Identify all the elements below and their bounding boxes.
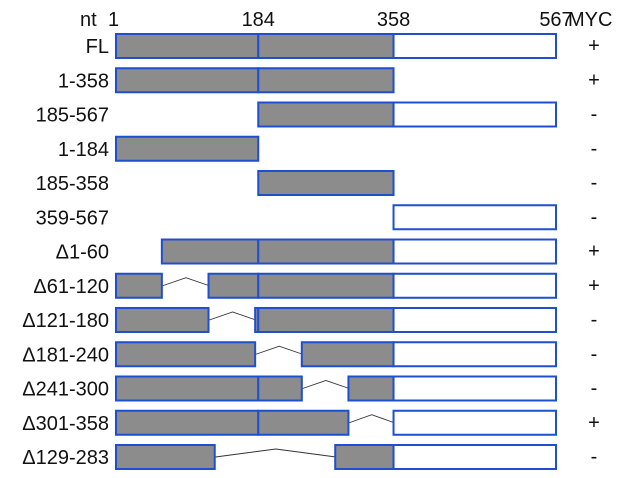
construct-row: 185-358 - [36, 170, 598, 196]
empty-segment [392, 307, 557, 333]
construct-row: Δ1-60 + [56, 238, 600, 265]
myc-column-header: MYC [568, 9, 612, 31]
empty-segment [392, 375, 557, 402]
construct-label: FL [86, 36, 109, 58]
filled-segment [257, 33, 395, 59]
construct-row: FL + [86, 33, 600, 59]
deletion-connector [302, 380, 350, 389]
myc-result: - [591, 172, 598, 194]
construct-row: 1-184 - [58, 135, 598, 162]
empty-segment [392, 238, 557, 265]
filled-segment [257, 307, 395, 333]
myc-result: + [588, 69, 600, 91]
filled-segment [257, 170, 395, 196]
myc-result: - [591, 446, 598, 468]
filled-segment [115, 307, 210, 333]
empty-segment [392, 341, 557, 368]
myc-result: + [588, 241, 600, 263]
filled-segment [257, 409, 350, 436]
empty-segment [392, 272, 557, 299]
myc-result: - [591, 206, 598, 228]
myc-result: - [591, 138, 598, 160]
filled-segment [115, 375, 260, 402]
filled-segment [115, 409, 260, 436]
filled-segment [115, 67, 260, 94]
construct-row: 1-358 + [58, 67, 600, 94]
myc-result: - [591, 343, 598, 365]
filled-segment [257, 272, 395, 299]
construct-label: Δ301-358 [22, 413, 109, 435]
myc-result: - [591, 104, 598, 126]
filled-segment [300, 341, 395, 368]
construct-row: Δ61-120 + [33, 272, 600, 299]
empty-segment [392, 204, 557, 231]
construct-rows: FL +1-358 +185-567 -1-184 -185-358 -359-567 -Δ… [22, 33, 600, 470]
deletion-connector [215, 448, 337, 458]
filled-segment [347, 375, 395, 402]
construct-row: Δ301-358 + [22, 409, 600, 436]
filled-segment [207, 272, 260, 299]
construct-row: Δ241-300 - [22, 375, 598, 402]
construct-row: 359-567 - [36, 204, 598, 231]
myc-result: + [588, 35, 600, 57]
construct-label: Δ61-120 [33, 276, 109, 298]
filled-segment [115, 135, 260, 162]
filled-segment [115, 444, 216, 470]
construct-row: Δ181-240 - [22, 341, 598, 368]
tick-label-567: 567 [539, 9, 572, 31]
deletion-connector [209, 311, 257, 321]
construct-label: 1-358 [58, 70, 109, 92]
nt-prefix-label: nt [80, 9, 97, 31]
empty-segment [392, 444, 557, 470]
construct-label: Δ129-283 [22, 447, 109, 469]
myc-result: + [588, 275, 600, 297]
deletion-connector [255, 345, 303, 355]
filled-segment [257, 375, 303, 402]
construct-label: Δ241-300 [22, 379, 109, 401]
construct-label: Δ1-60 [56, 242, 109, 264]
construct-label: Δ121-180 [22, 310, 109, 332]
filled-segment [115, 33, 260, 59]
filled-segment [160, 238, 260, 265]
construct-row: 185-567 - [36, 101, 598, 128]
tick-label-1: 1 [108, 9, 119, 31]
filled-segment [115, 272, 163, 299]
filled-segment [257, 238, 395, 265]
myc-result: + [588, 412, 600, 434]
construct-label: Δ181-240 [22, 344, 109, 366]
filled-segment [257, 67, 395, 94]
construct-label: 185-358 [36, 173, 109, 195]
myc-result: - [591, 378, 598, 400]
construct-label: 1-184 [58, 139, 109, 161]
filled-segment [115, 341, 257, 368]
filled-segment [257, 101, 395, 128]
deletion-connector [349, 414, 395, 424]
construct-label: 185-567 [36, 105, 109, 127]
header-row: nt MYC [80, 9, 612, 31]
construct-row: Δ121-180 - [22, 307, 598, 333]
empty-segment [392, 101, 557, 128]
empty-segment [392, 409, 557, 436]
filled-segment [334, 444, 395, 470]
nucleotide-ticks: 1 184 358 567 [108, 9, 573, 31]
construct-row: Δ129-283 - [22, 444, 598, 470]
empty-segment [392, 33, 557, 59]
myc-result: - [591, 309, 598, 331]
deletion-connector [162, 277, 210, 287]
construct-label: 359-567 [36, 207, 109, 229]
tick-label-358: 358 [377, 9, 410, 31]
tick-label-184: 184 [242, 9, 275, 31]
